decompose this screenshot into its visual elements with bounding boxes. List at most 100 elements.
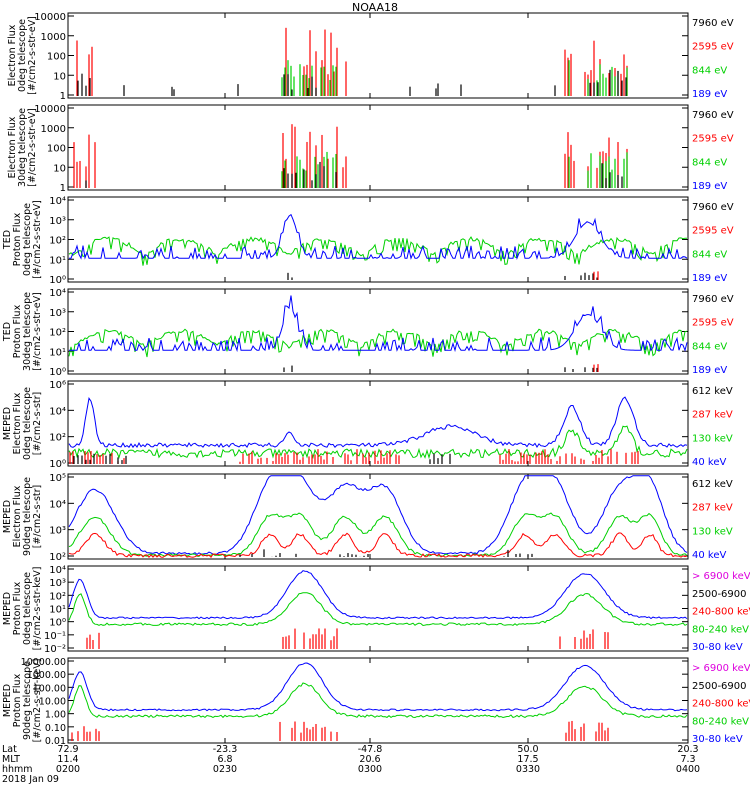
green-trace — [68, 592, 688, 627]
y-axis-label-line: MEPED — [2, 684, 13, 717]
y-tick-label: 10⁴ — [49, 288, 66, 299]
legend-entry: 30-80 keV — [692, 642, 743, 653]
x-tick-mlt: 6.8 — [217, 754, 232, 765]
red-spike-group — [71, 720, 609, 741]
y-tick-label: 0.01 — [45, 736, 66, 747]
panel-frame — [67, 380, 689, 467]
legend-entry: 844 eV — [692, 341, 727, 352]
legend-entry: 287 keV — [692, 503, 733, 514]
legend-entry: 2595 eV — [692, 42, 734, 53]
y-axis-label-line: Proton Flux — [12, 673, 23, 727]
panel-7: 10⁻² 10⁻¹ 10⁰ 10¹ 10² 10³ 10⁴ MEPED Proton Flux 0… — [2, 565, 750, 655]
y-tick-label: 100 — [47, 52, 66, 63]
legend-entry: 80-240 keV — [692, 624, 749, 635]
y-axis-label-line: 0deg telescope — [17, 19, 28, 92]
blue-trace — [68, 396, 688, 449]
blue-trace — [68, 662, 688, 712]
y-axis-label-line: [#/cm2-s-str] — [32, 485, 43, 548]
legend-entry: 844 eV — [692, 65, 727, 76]
y-tick-label: 1 — [60, 183, 66, 194]
y-tick-label: 10 — [53, 163, 66, 174]
y-tick-label: 10¹ — [49, 255, 66, 266]
y-tick-label: 10⁰ — [49, 618, 66, 629]
legend-entry: 7960 eV — [692, 18, 734, 29]
y-tick-label: 10¹ — [49, 347, 66, 358]
legend-entry: 40 keV — [692, 457, 726, 468]
black-spike-group — [123, 83, 556, 96]
legend-entry: 7960 eV — [692, 202, 734, 213]
x-tick-hhmm: 0230 — [213, 764, 237, 775]
series-traces — [68, 295, 688, 358]
x-tick-hhmm: 0200 — [56, 764, 80, 775]
legend-entry: 7960 eV — [692, 110, 734, 121]
y-tick-label: 10³ — [49, 216, 66, 227]
y-axis-label-line: 0deg telescope — [22, 572, 33, 645]
legend-entry: 189 eV — [692, 273, 727, 284]
legend-entry: 2500-6900 — [692, 589, 747, 600]
series-traces — [68, 396, 688, 460]
y-axis-label-line: Proton Flux — [12, 212, 23, 266]
legend-entry: 240-800 keV — [692, 607, 750, 618]
red-trace — [68, 532, 688, 558]
green-trace — [68, 682, 688, 719]
y-axis-label: TED Proton Flux 0deg telescope [#/cm2-s-str… — [2, 200, 43, 279]
y-tick-label: 1.00 — [45, 710, 66, 721]
y-tick-label: 10² — [49, 552, 66, 563]
legend-entry: 2595 eV — [692, 318, 734, 329]
y-tick-label: 10³ — [49, 308, 66, 319]
x-tick-mlt: 7.3 — [680, 754, 695, 765]
y-axis-label-line: [#/cm2-s-str-eV] — [27, 16, 38, 95]
legend-entry: 189 eV — [692, 89, 727, 100]
green-trace — [68, 328, 688, 358]
x-tick-mlt: 11.4 — [57, 754, 78, 765]
y-tick-label: 10⁶ — [49, 380, 66, 391]
green-trace — [68, 512, 688, 558]
y-tick-label: 10⁴ — [49, 196, 66, 207]
red-spike-group — [593, 271, 599, 280]
x-row-label: MLT — [2, 754, 20, 765]
y-tick-label: 10² — [49, 236, 66, 247]
red-spike-group — [76, 27, 628, 96]
y-axis-label-line: MEPED — [2, 407, 13, 440]
legend-entry: 130 keV — [692, 526, 733, 537]
legend-entry: 844 eV — [692, 249, 727, 260]
y-tick-label: 10² — [49, 591, 66, 602]
panel-frame — [67, 473, 689, 560]
y-tick-label: 10⁴ — [49, 406, 66, 417]
legend-entry: 844 eV — [692, 157, 727, 168]
y-axis-label-line: Electron Flux — [12, 485, 23, 547]
legend-entry: 612 keV — [692, 386, 733, 397]
y-tick-label: 0.10 — [45, 723, 66, 734]
y-axis-label: MEPED Proton Flux 0deg telescope [#/cm2-s-s… — [2, 567, 43, 651]
green-trace — [68, 236, 688, 266]
y-axis-label-line: Electron Flux — [7, 24, 18, 86]
legend-entry: 2595 eV — [692, 134, 734, 145]
y-axis-label-line: MEPED — [2, 592, 13, 625]
x-row-label: Lat — [2, 744, 17, 755]
legend-entry: 189 eV — [692, 181, 727, 192]
y-axis-label-line: MEPED — [2, 500, 13, 533]
legend-entry: 2500-6900 — [692, 681, 747, 692]
x-tick-lat: -47.8 — [358, 744, 383, 755]
blue-trace — [68, 475, 688, 556]
y-tick-label: 1000 — [41, 124, 66, 135]
y-tick-label: 10⁴ — [49, 565, 66, 576]
y-tick-label: 10⁰ — [49, 367, 66, 378]
x-tick-lat: 50.0 — [517, 744, 538, 755]
legend-entry: 7960 eV — [692, 294, 734, 305]
y-axis-label: Electron Flux 30deg telescope [#/cm2-s-str… — [7, 108, 38, 187]
y-tick-label: 10 — [53, 71, 66, 82]
y-axis-label-line: [#/cm2-s-str-keV] — [32, 659, 43, 743]
y-axis-label-line: 0deg telescope — [22, 203, 33, 276]
x-tick-lat: 20.3 — [677, 744, 698, 755]
legend-entry: > 6900 keV — [692, 663, 750, 674]
panel-5: 10⁰ 10² 10⁴ 10⁶ MEPED Electron Flux 0deg teles… — [2, 380, 733, 470]
panel-8: 0.010.101.0010.00100.001000.0010000.00ME… — [2, 657, 750, 747]
y-tick-label: 10⁵ — [49, 473, 66, 484]
y-axis-label: TED Proton Flux 30deg telescope [#/cm2-s-st… — [2, 292, 43, 371]
blue-trace — [69, 295, 688, 353]
y-tick-label: 100 — [47, 144, 66, 155]
